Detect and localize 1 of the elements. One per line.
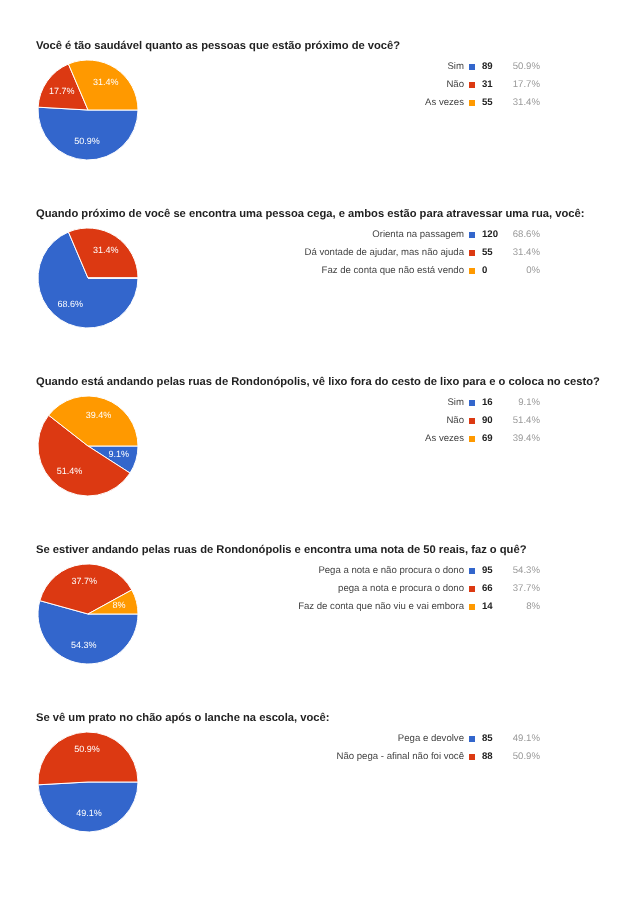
pie-slice <box>37 231 139 329</box>
